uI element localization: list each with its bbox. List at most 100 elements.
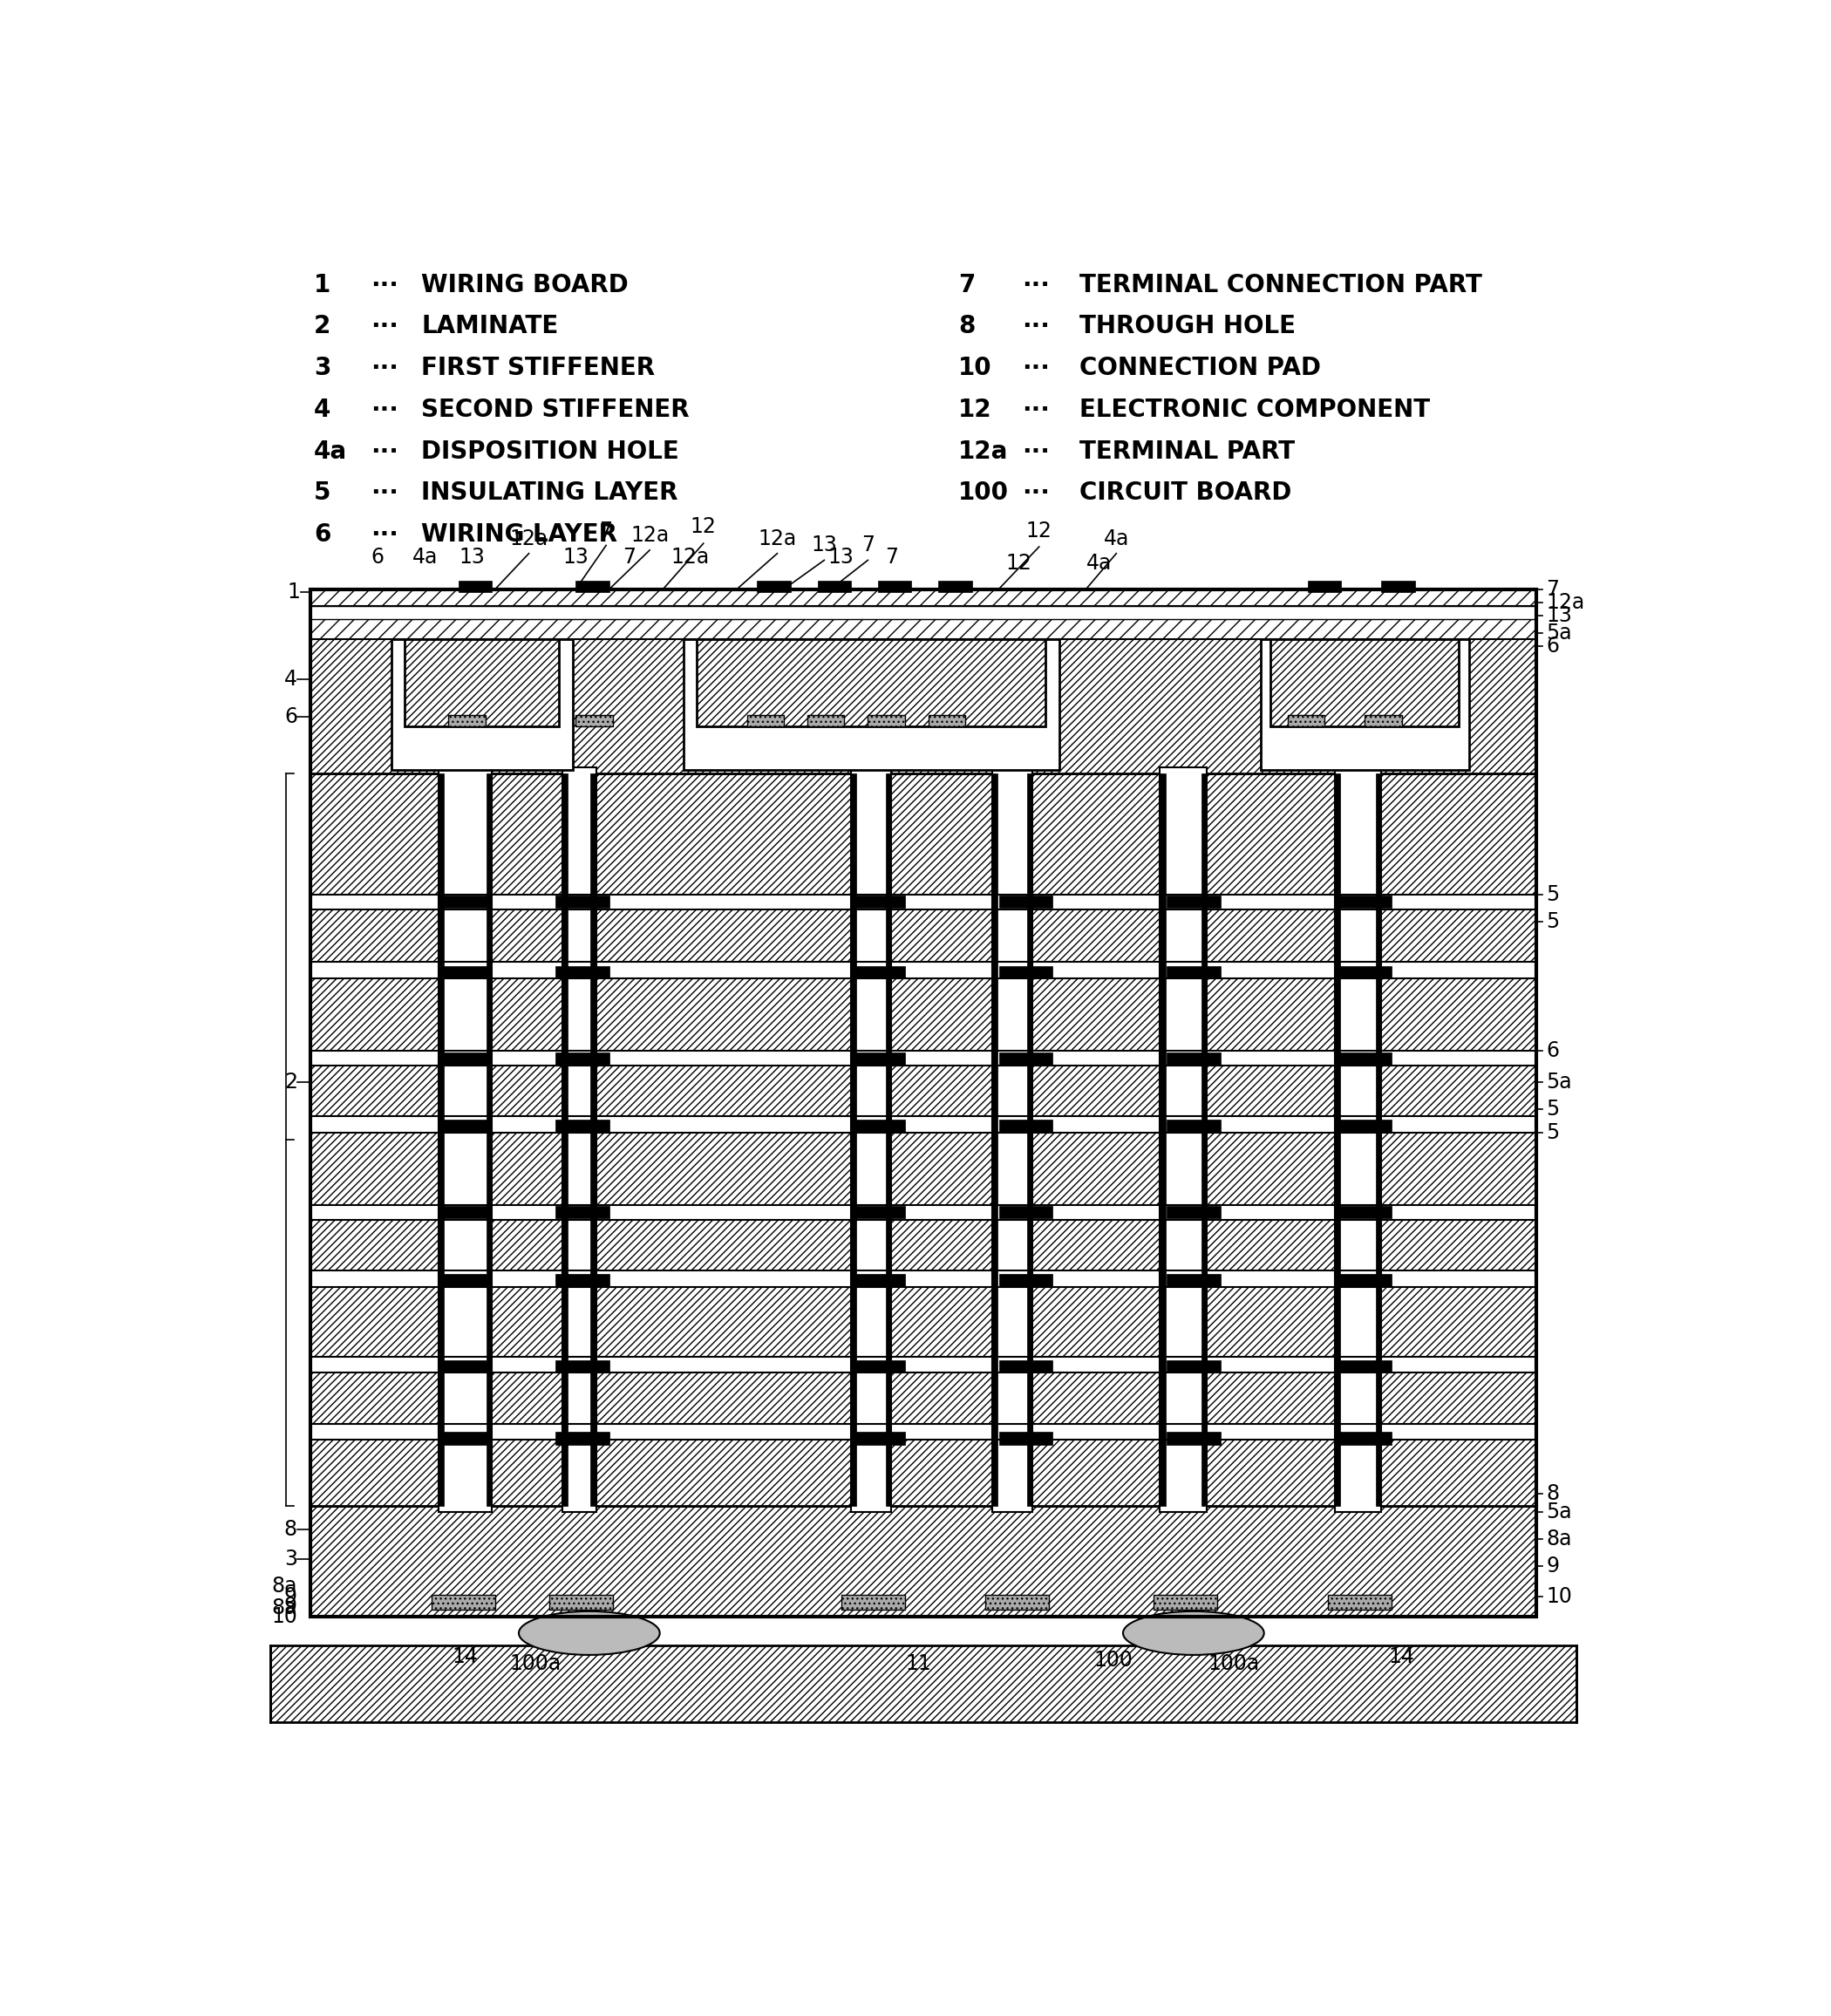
Bar [1338, 1206, 1392, 1218]
Text: 8: 8 [284, 1518, 297, 1540]
Text: ···: ··· [372, 357, 399, 381]
Text: 4: 4 [315, 397, 331, 421]
Bar [1000, 1206, 1053, 1218]
Bar [747, 714, 784, 726]
Text: 10: 10 [271, 1607, 297, 1627]
Bar [438, 1119, 493, 1131]
Bar [575, 714, 613, 726]
Bar [937, 581, 972, 593]
Bar [438, 895, 493, 907]
Bar [1327, 1595, 1392, 1609]
Text: 13: 13 [828, 546, 853, 566]
Text: 9: 9 [1545, 1556, 1558, 1577]
Bar [1166, 1361, 1219, 1373]
Bar [1335, 774, 1340, 1506]
Bar [758, 581, 791, 593]
Text: 5: 5 [1545, 911, 1560, 931]
Text: 5: 5 [315, 482, 331, 506]
Text: ···: ··· [1022, 314, 1051, 339]
Text: 10: 10 [959, 357, 992, 381]
Bar [458, 581, 493, 593]
Text: 4a: 4a [412, 546, 438, 566]
Bar [851, 895, 905, 907]
Bar [851, 766, 892, 1512]
Bar [1166, 895, 1219, 907]
Bar [557, 895, 610, 907]
Text: SECOND STIFFENER: SECOND STIFFENER [421, 397, 690, 421]
Bar [851, 1431, 905, 1445]
Text: 6: 6 [1545, 1040, 1558, 1060]
Bar [311, 1357, 1536, 1373]
Text: 14: 14 [1388, 1647, 1415, 1667]
Bar [392, 639, 573, 770]
Text: 12a: 12a [1545, 593, 1584, 613]
Text: LAMINATE: LAMINATE [421, 314, 558, 339]
Bar [1000, 966, 1053, 978]
Text: 8a: 8a [271, 1577, 297, 1597]
Bar [1287, 714, 1324, 726]
Text: 3: 3 [315, 357, 331, 381]
Bar [1027, 774, 1033, 1506]
Bar [1154, 1595, 1218, 1609]
Ellipse shape [1122, 1611, 1263, 1655]
Bar [1166, 966, 1219, 978]
Bar [271, 1645, 1576, 1722]
Text: 100a: 100a [509, 1653, 562, 1673]
Text: 11: 11 [905, 1653, 932, 1673]
Text: 12: 12 [959, 397, 992, 421]
Text: DISPOSITION HOLE: DISPOSITION HOLE [421, 439, 679, 464]
Text: 100a: 100a [1208, 1653, 1260, 1673]
Text: 5a: 5a [1545, 623, 1571, 643]
Text: 8a: 8a [1545, 1528, 1571, 1550]
Text: 5: 5 [1545, 885, 1560, 905]
Text: 12a: 12a [509, 528, 547, 548]
Bar [549, 1595, 613, 1609]
Text: ···: ··· [1022, 272, 1051, 296]
Text: ···: ··· [372, 397, 399, 421]
Text: ···: ··· [372, 272, 399, 296]
Text: CIRCUIT BOARD: CIRCUIT BOARD [1080, 482, 1291, 506]
Text: ELECTRONIC COMPONENT: ELECTRONIC COMPONENT [1080, 397, 1430, 421]
Bar [1176, 1611, 1212, 1649]
Text: 4a: 4a [1104, 528, 1130, 548]
Text: 7: 7 [599, 520, 613, 540]
Bar [807, 714, 844, 726]
Bar [557, 1361, 610, 1373]
Text: 4a: 4a [315, 439, 348, 464]
Bar [438, 1274, 493, 1286]
Bar [1000, 1361, 1053, 1373]
Bar [487, 774, 493, 1506]
Bar [1000, 895, 1053, 907]
Bar [1338, 1361, 1392, 1373]
Text: 8: 8 [1545, 1484, 1560, 1504]
Bar [1000, 1274, 1053, 1286]
Bar [879, 581, 912, 593]
Text: ···: ··· [372, 439, 399, 464]
Text: 5a: 5a [1545, 1502, 1571, 1522]
Bar [1000, 1431, 1053, 1445]
Bar [571, 1611, 608, 1649]
Bar [438, 766, 493, 1512]
Text: ···: ··· [372, 314, 399, 339]
Text: ···: ··· [372, 482, 399, 506]
Text: 12a: 12a [630, 524, 668, 546]
Bar [311, 1050, 1536, 1066]
Bar [1338, 966, 1392, 978]
Bar [1377, 774, 1382, 1506]
Text: 7: 7 [884, 546, 897, 566]
Bar [311, 962, 1536, 978]
Text: 3: 3 [284, 1548, 297, 1570]
Text: INSULATING LAYER: INSULATING LAYER [421, 482, 677, 506]
Bar [992, 766, 1033, 1512]
Bar [311, 1270, 1536, 1288]
Bar [557, 1431, 610, 1445]
Bar [851, 1119, 905, 1131]
Text: WIRING LAYER: WIRING LAYER [421, 522, 617, 546]
Text: 7: 7 [1545, 579, 1558, 599]
Text: 7: 7 [861, 534, 875, 556]
Text: 5: 5 [1545, 1123, 1560, 1143]
Bar [851, 1052, 905, 1064]
Bar [311, 607, 1536, 619]
Bar [557, 1052, 610, 1064]
Text: 7: 7 [623, 546, 635, 566]
